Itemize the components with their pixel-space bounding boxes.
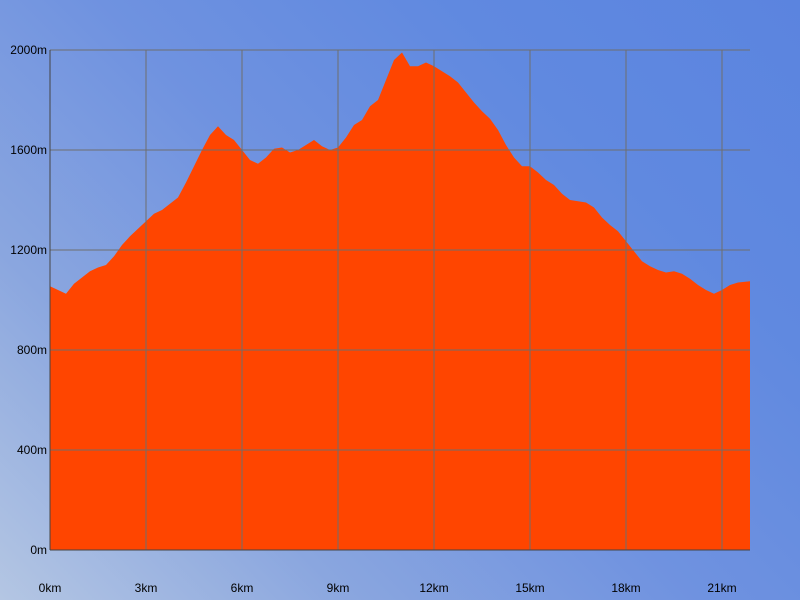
y-tick-label: 0m: [30, 543, 47, 557]
x-tick-label: 3km: [135, 581, 158, 595]
x-tick-label: 0km: [39, 581, 62, 595]
x-tick-label: 6km: [231, 581, 254, 595]
area-layer: [50, 52, 750, 550]
x-tick-label: 21km: [707, 581, 736, 595]
elevation-area: [50, 52, 750, 550]
tick-labels: 0m 400m 800m 1200m 1600m 2000m 0km 3km 6km 9km 12k…: [10, 43, 736, 595]
axis-layer: [49, 50, 750, 551]
x-tick-label: 9km: [327, 581, 350, 595]
grid-layer: [49, 49, 750, 551]
x-tick-label: 18km: [611, 581, 640, 595]
x-tick-label: 12km: [419, 581, 448, 595]
y-tick-label: 800m: [17, 343, 47, 357]
x-tick-label: 15km: [515, 581, 544, 595]
y-tick-label: 1600m: [10, 143, 47, 157]
y-tick-label: 2000m: [10, 43, 47, 57]
y-tick-label: 400m: [17, 443, 47, 457]
y-tick-label: 1200m: [10, 243, 47, 257]
